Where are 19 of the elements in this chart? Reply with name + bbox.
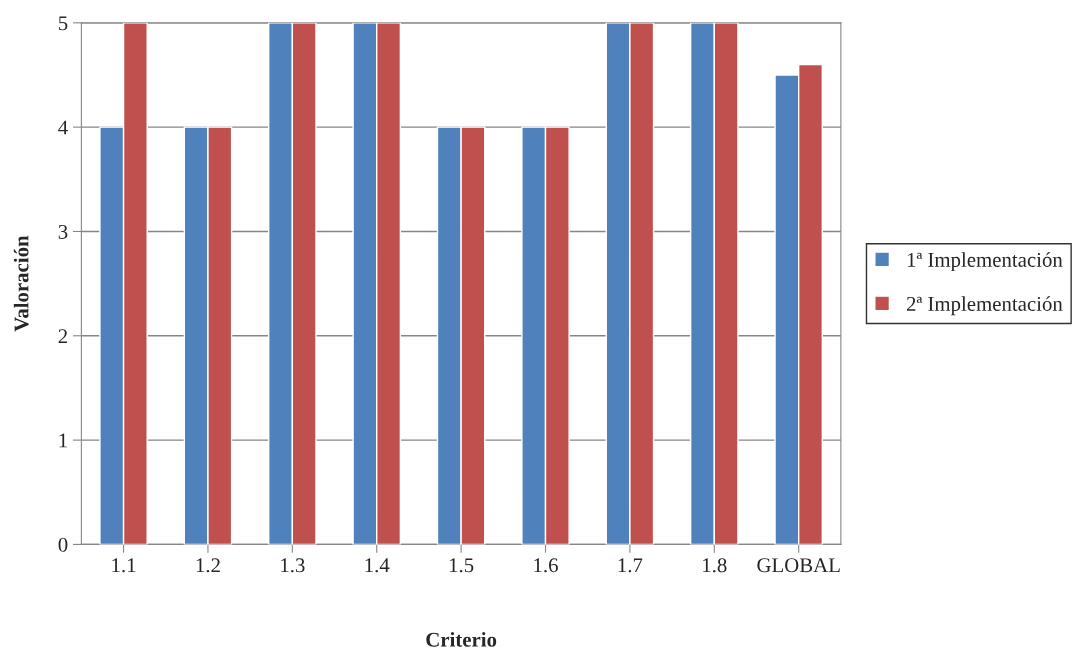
y-tick-label: 3 [58, 224, 68, 239]
y-tick-label: 4 [58, 120, 68, 135]
x-tick-label: 1.1 [112, 558, 136, 573]
y-tick-label: 0 [58, 537, 68, 552]
x-tick-label: 1.4 [365, 558, 390, 573]
x-tick-label: 1.5 [449, 558, 474, 573]
legend-label: 2ª Implementación [906, 296, 1063, 316]
x-tick-label: 1.7 [618, 558, 643, 573]
x-tick-label: 1.8 [703, 558, 727, 573]
x-tick-label: 1.3 [281, 558, 305, 573]
y-tick-label: 5 [58, 16, 68, 31]
x-tick-label: GLOBAL [757, 558, 840, 573]
legend-label: 1ª Implementación [907, 252, 1063, 272]
x-axis-title: Criterio [426, 632, 497, 647]
x-tick-label: 1.6 [534, 558, 558, 573]
y-tick-label: 2 [58, 329, 68, 344]
x-tick-label: 1.2 [196, 558, 220, 573]
y-axis-title: Valoración [13, 235, 29, 332]
y-tick-label: 1 [59, 433, 67, 448]
